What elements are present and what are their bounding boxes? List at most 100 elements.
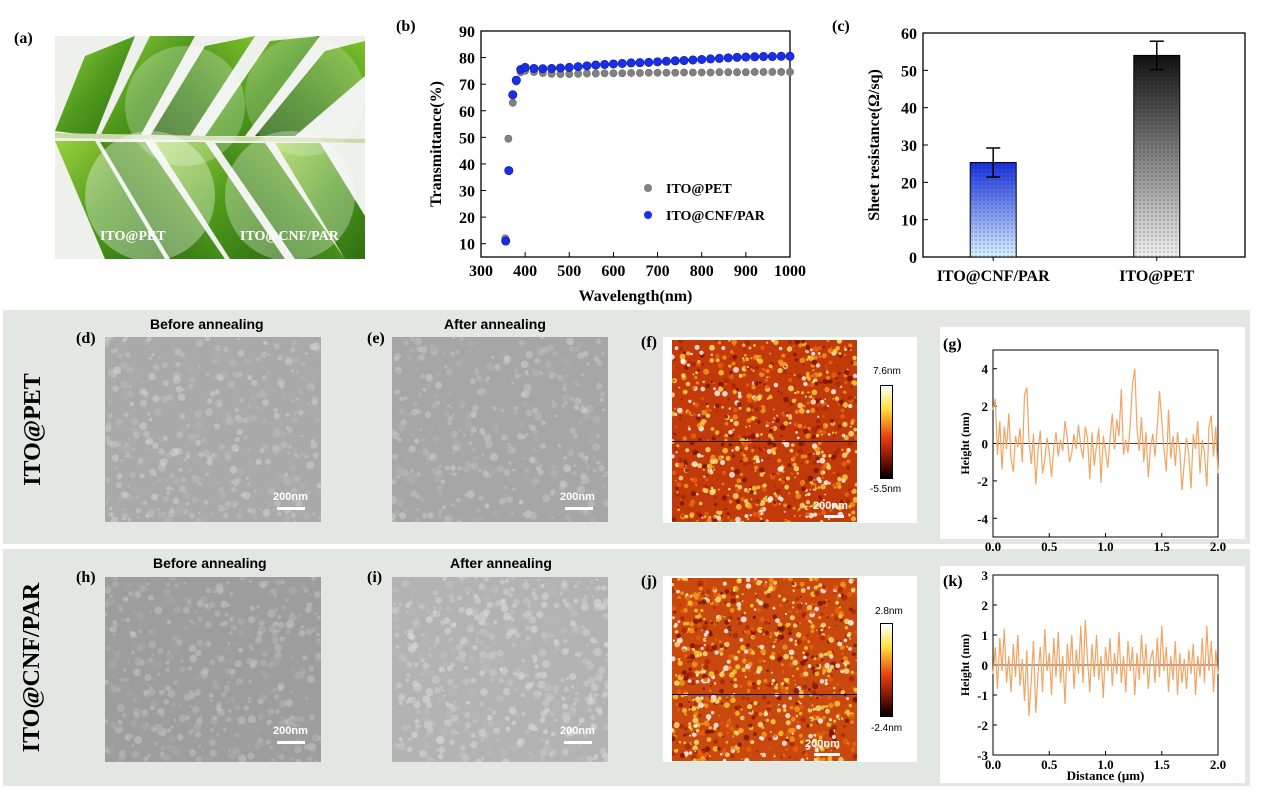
afm-grain	[689, 643, 695, 649]
sem-grain	[177, 734, 184, 741]
afm-grain	[749, 603, 754, 608]
sem-grain	[105, 500, 109, 504]
sem-grain	[547, 343, 555, 351]
afm-grain	[747, 504, 753, 510]
afm-grain	[838, 604, 841, 606]
afm-grain	[690, 414, 693, 417]
afm-grain	[733, 366, 739, 373]
sem-grain	[174, 348, 182, 356]
sem-grain	[604, 605, 608, 611]
afm-grain	[725, 752, 730, 758]
sem-grain	[512, 468, 515, 472]
sem-grain	[525, 579, 528, 582]
sem-grain	[520, 360, 529, 369]
afm-grain	[721, 594, 727, 599]
afm-grain	[828, 702, 834, 709]
scale-bar-label-e: 200nm	[560, 491, 595, 503]
sem-grain	[565, 677, 569, 680]
afm-grain	[760, 345, 765, 350]
sem-grain	[258, 390, 267, 398]
sem-grain	[542, 494, 551, 503]
sem-grain	[582, 498, 586, 502]
sem-grain	[169, 577, 177, 581]
sem-grain	[247, 483, 250, 486]
sem-grain	[399, 512, 407, 519]
sem-grain	[581, 606, 585, 610]
afm-grain	[846, 633, 851, 638]
sem-grain	[581, 373, 585, 377]
afm-grain	[732, 352, 735, 355]
afm-grain	[745, 690, 748, 692]
afm-grain	[674, 479, 677, 482]
afm-grain	[840, 581, 847, 588]
sem-grain	[188, 666, 193, 671]
sem-grain	[243, 357, 251, 365]
afm-grain	[813, 733, 817, 737]
sem-grain	[181, 477, 187, 483]
sem-grain	[554, 414, 558, 418]
afm-grain	[796, 721, 799, 724]
sem-grain	[568, 345, 575, 352]
afm-grain	[745, 630, 751, 636]
afm-grain	[849, 425, 852, 428]
sem-grain	[587, 702, 592, 706]
afm-grain	[831, 502, 837, 508]
afm-grain	[820, 483, 826, 490]
sem-grain	[119, 749, 127, 756]
sem-grain	[578, 420, 583, 425]
chart-g-ytick-label: -2	[977, 474, 988, 489]
sem-grain	[218, 443, 225, 451]
sem-grain	[435, 494, 442, 501]
sem-grain	[248, 680, 252, 684]
afm-grain	[750, 357, 753, 360]
afm-grain	[705, 714, 712, 720]
afm-grain	[733, 677, 737, 682]
afm-grain	[847, 347, 851, 350]
sem-grain	[452, 413, 455, 417]
sem-grain	[237, 417, 243, 424]
afm-grain	[746, 643, 750, 648]
afm-grain	[703, 617, 706, 621]
afm-grain	[836, 447, 841, 452]
afm-grain	[672, 379, 675, 382]
sem-grain	[420, 374, 425, 379]
sem-grain	[195, 339, 204, 348]
chart-k-ytick-label: 0	[982, 658, 989, 673]
afm-grain	[732, 589, 736, 592]
sem-grain	[280, 440, 288, 448]
afm-grain	[851, 510, 856, 515]
sem-grain	[408, 737, 412, 741]
sem-grain	[444, 627, 452, 635]
afm-grain	[696, 453, 702, 458]
afm-grain	[760, 580, 763, 583]
afm-grain	[782, 704, 787, 709]
afm-grain	[757, 687, 760, 690]
sem-grain	[109, 594, 113, 598]
afm-grain	[806, 724, 810, 728]
afm-grain	[753, 344, 756, 347]
afm-grain	[684, 514, 689, 519]
chart-b-ytick-label: 80	[459, 51, 475, 68]
afm-grain	[764, 710, 768, 714]
afm-grain	[753, 732, 758, 737]
sem-grain	[195, 717, 203, 725]
sem-grain	[282, 745, 288, 752]
sem-grain	[603, 642, 608, 647]
chart-b-xtick-label: 400	[513, 263, 537, 280]
sem-grain	[112, 581, 119, 588]
afm-grain	[837, 424, 842, 428]
sem-grain	[267, 487, 276, 495]
afm-grain	[837, 507, 840, 510]
afm-grain	[820, 433, 823, 436]
afm-grain	[729, 471, 735, 478]
afm-grain	[720, 702, 724, 705]
afm-grain	[722, 670, 725, 673]
sem-grain	[229, 465, 238, 474]
sem-grain	[182, 388, 185, 392]
sem-grain	[407, 629, 414, 636]
sem-grain	[150, 700, 158, 709]
afm-grain	[697, 359, 701, 364]
sem-grain	[199, 409, 205, 414]
sem-grain	[563, 601, 570, 608]
afm-grain	[683, 621, 687, 626]
